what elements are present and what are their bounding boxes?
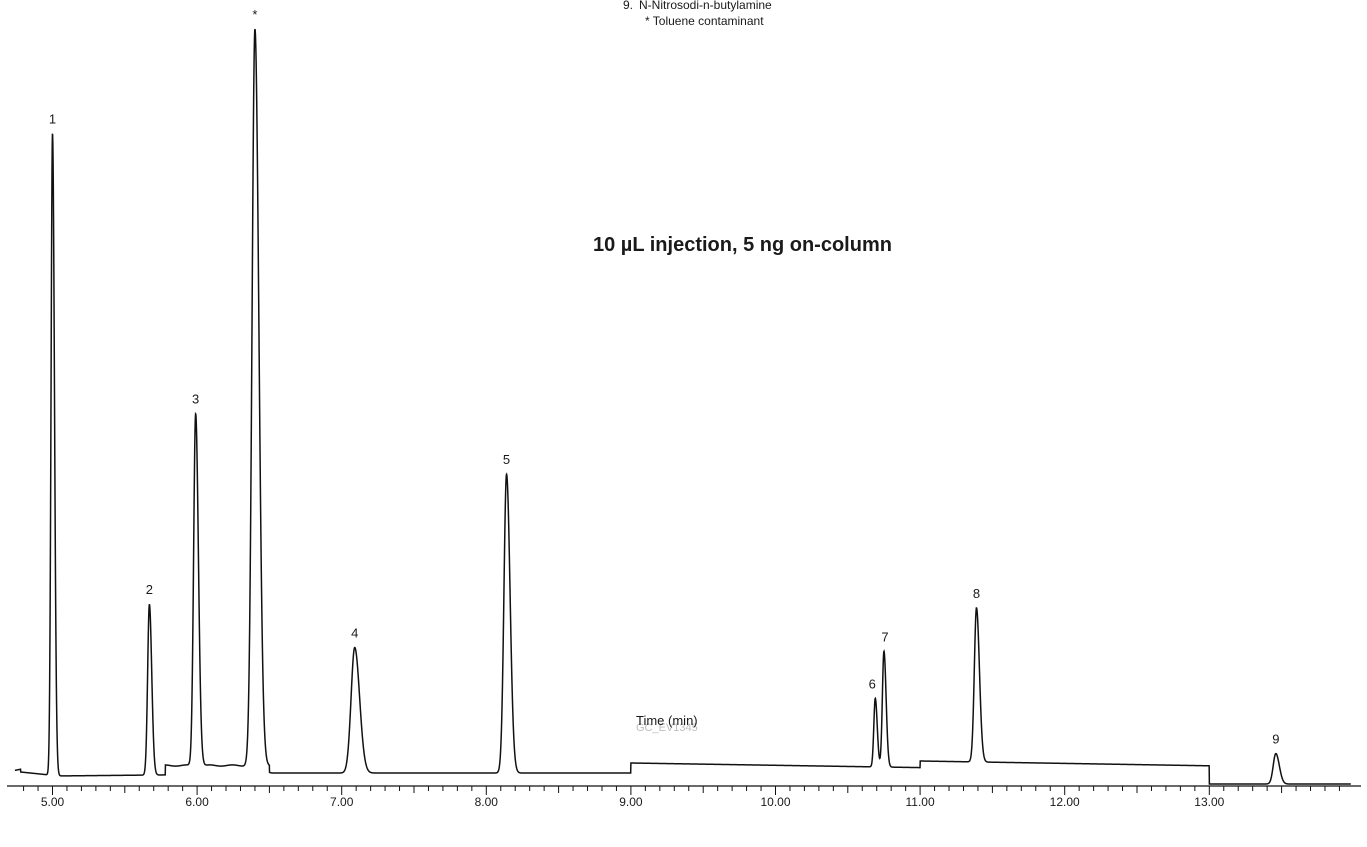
x-tick-label: 6.00 xyxy=(185,795,209,809)
injection-annotation: 10 µL injection, 5 ng on-column xyxy=(593,234,892,256)
x-tick-label: 13.00 xyxy=(1194,795,1224,809)
peak-labels: 1 2 3 * 4 5 6 7 8 9 xyxy=(49,7,1280,747)
peak-label-5: 5 xyxy=(503,452,510,467)
legend-item: * Toluene contaminant xyxy=(623,13,772,29)
x-axis-label: Time (min) xyxy=(636,713,698,728)
legend: 9. N-Nitrosodi-n-butylamine * Toluene con… xyxy=(623,0,772,29)
x-tick-label: 7.00 xyxy=(330,795,354,809)
x-tick-label: 5.00 xyxy=(41,795,65,809)
figure-id: GC_EV1345 xyxy=(636,722,698,734)
peak-label-6: 6 xyxy=(869,676,876,691)
x-tick-label: 12.00 xyxy=(1050,795,1080,809)
legend-item-number: 9. xyxy=(623,0,634,12)
peak-label-8: 8 xyxy=(973,586,980,601)
peak-label-1: 1 xyxy=(49,112,56,127)
x-tick-label: 10.00 xyxy=(760,795,790,809)
x-axis: 5.00 6.00 7.00 8.00 9.00 10.00 11.00 12.00 13.00 xyxy=(7,785,1361,809)
legend-item-label: * Toluene contaminant xyxy=(645,14,764,28)
chromatogram-trace xyxy=(14,28,1351,785)
peak-label-2: 2 xyxy=(146,582,153,597)
x-tick-label: 11.00 xyxy=(906,795,935,809)
peak-label-9: 9 xyxy=(1272,732,1279,747)
peak-label-4: 4 xyxy=(351,626,358,641)
peak-label-3: 3 xyxy=(192,392,199,407)
legend-item-label: N-Nitrosodi-n-butylamine xyxy=(639,0,772,12)
x-tick-label: 9.00 xyxy=(619,795,643,809)
legend-item: 9. N-Nitrosodi-n-butylamine xyxy=(623,0,772,13)
peak-label-toluene: * xyxy=(252,7,257,22)
x-tick-label: 8.00 xyxy=(475,795,499,809)
peak-label-7: 7 xyxy=(881,629,888,644)
